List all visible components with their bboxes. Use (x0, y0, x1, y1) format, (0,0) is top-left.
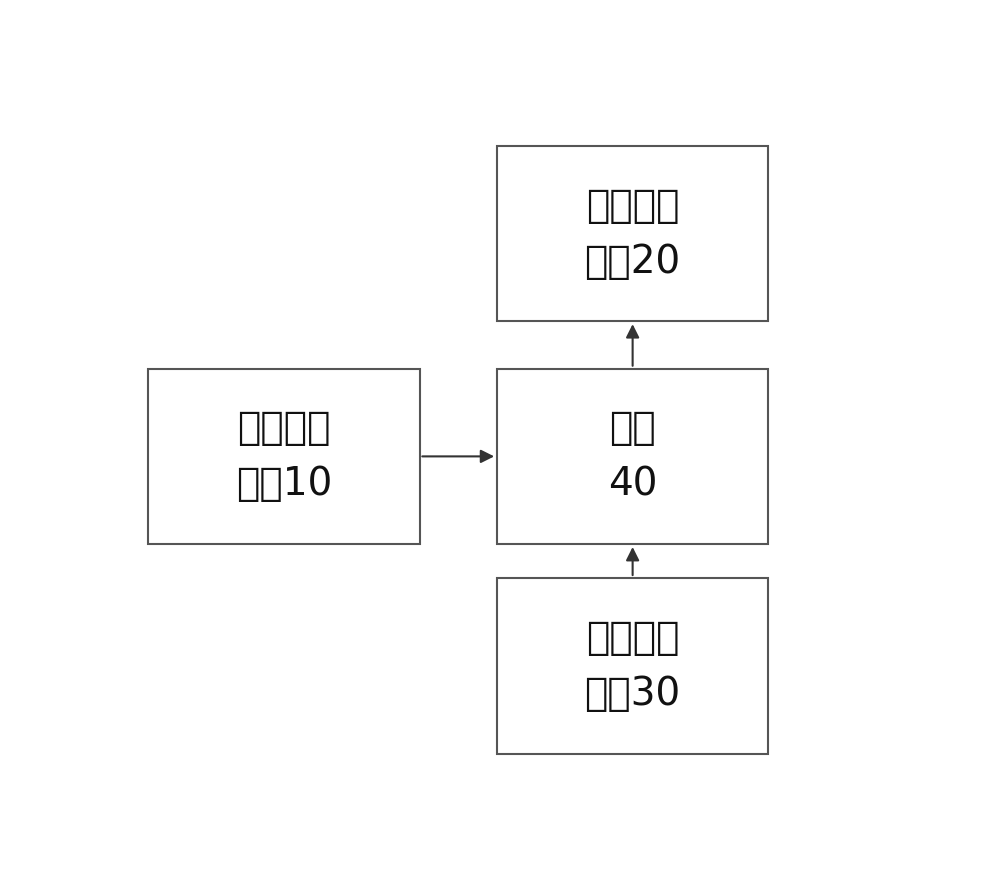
Bar (497, 368, 768, 544)
Text: 图像采集
部件20: 图像采集 部件20 (584, 187, 681, 281)
Text: 温度控制
部件30: 温度控制 部件30 (584, 619, 681, 713)
Text: 冷台
40: 冷台 40 (608, 410, 657, 503)
Bar (148, 368, 420, 544)
Bar (497, 578, 768, 753)
Bar (497, 146, 768, 321)
Text: 湿度控制
部件10: 湿度控制 部件10 (236, 410, 332, 503)
